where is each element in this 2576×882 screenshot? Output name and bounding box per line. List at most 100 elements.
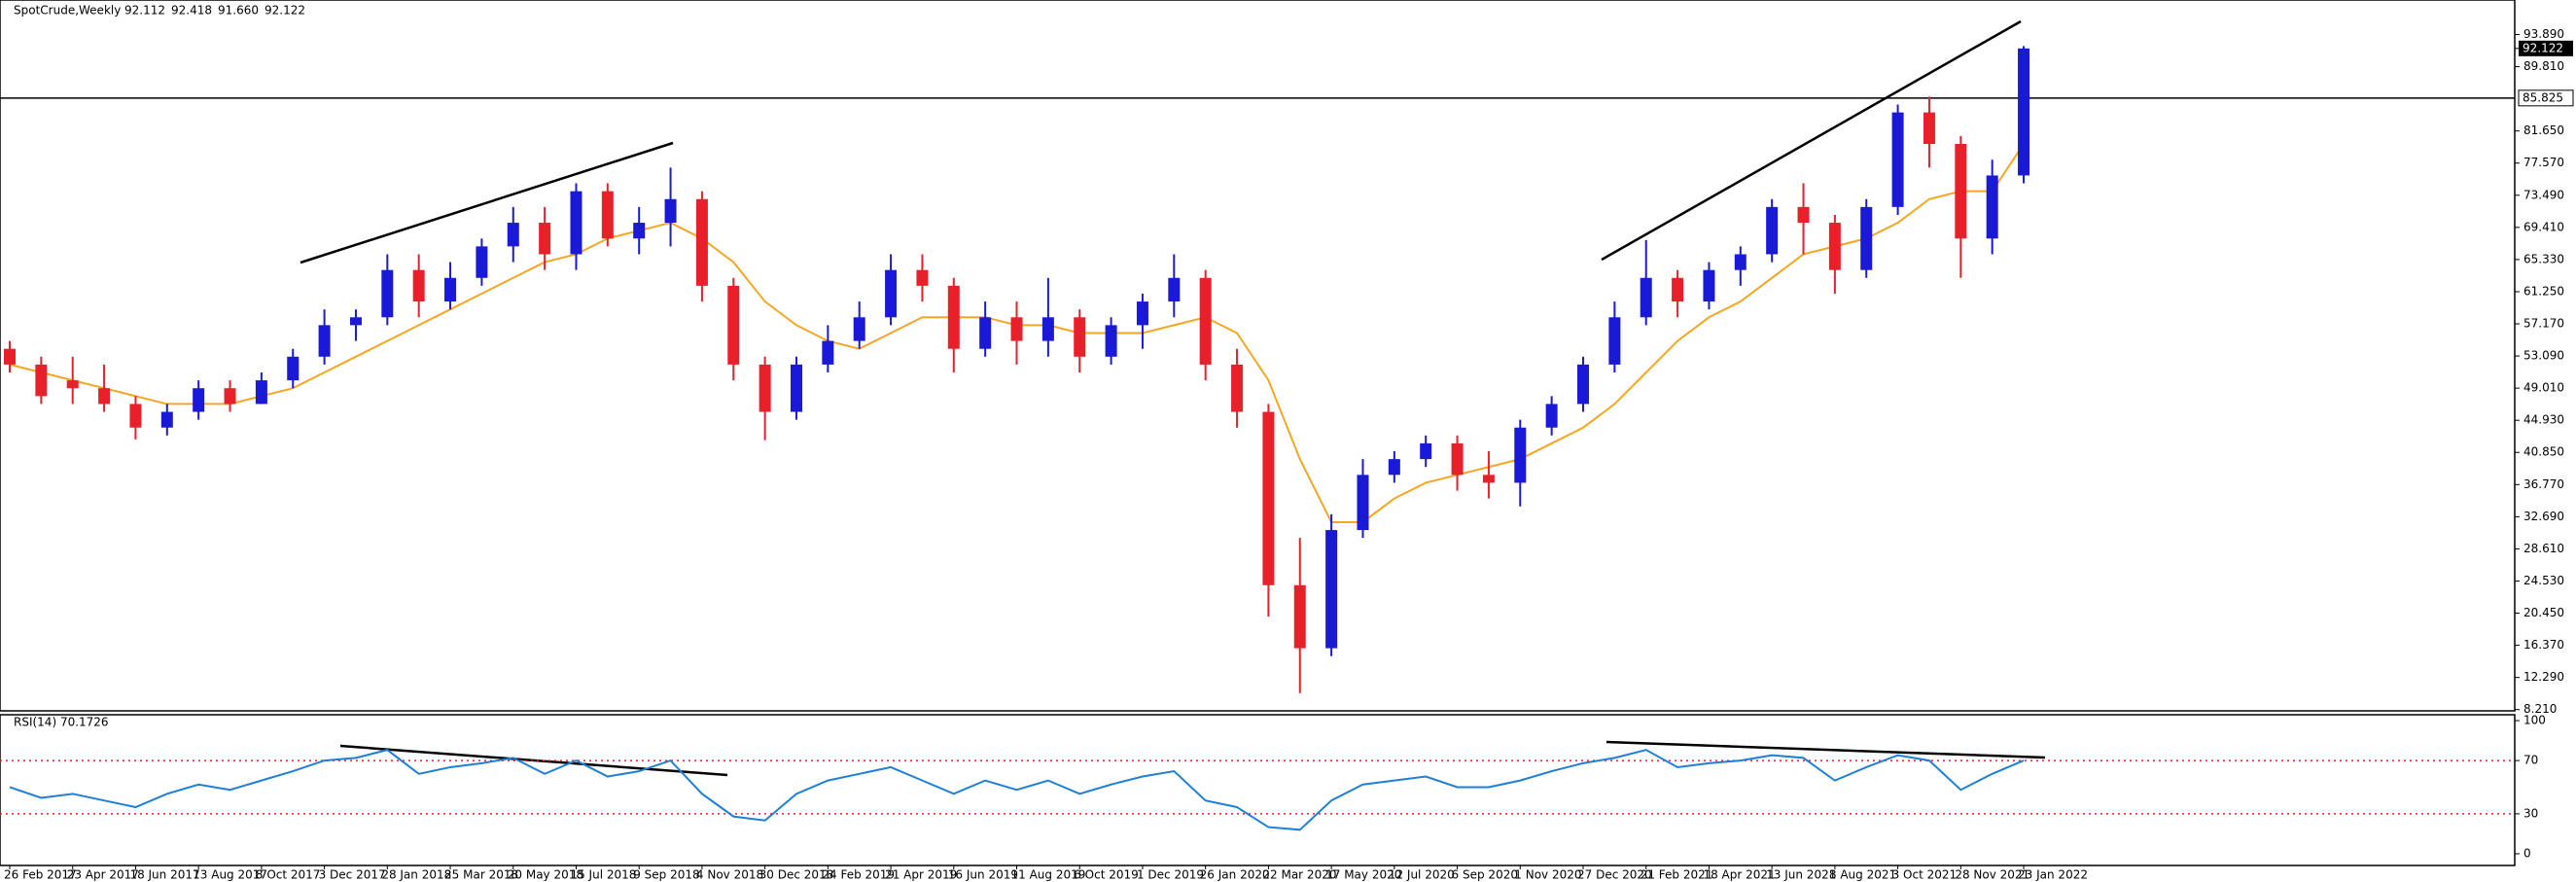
rsi-title: RSI(14) 70.1726	[14, 716, 109, 729]
candle-body	[727, 285, 740, 365]
candle-body	[1325, 530, 1338, 649]
candle-body	[224, 388, 236, 405]
x-tick-label: 25 Mar 2018	[444, 868, 518, 882]
hline-label-box	[2518, 89, 2574, 107]
title-value: 92.418	[171, 4, 212, 18]
candle-body	[412, 269, 425, 302]
candle-body	[1010, 317, 1023, 341]
y-tick-label: 93.890	[2523, 27, 2564, 41]
x-tick-label: 28 Jan 2018	[381, 868, 451, 882]
y-tick-label: 57.170	[2523, 317, 2564, 331]
title-value: 92.122	[265, 4, 305, 18]
candle-body	[947, 285, 960, 349]
candle-body	[1703, 269, 1715, 302]
y-tick-label: 53.090	[2523, 349, 2564, 363]
candle-body	[1420, 442, 1432, 460]
x-tick-label: 18 Jun 2017	[129, 868, 199, 882]
x-tick-label: 6 Sep 2020	[1452, 868, 1518, 882]
x-tick-label: 20 May 2018	[508, 868, 583, 882]
x-tick-label: 15 Jul 2018	[570, 868, 636, 882]
candle-body	[853, 317, 865, 341]
y-tick-label: 20.450	[2523, 606, 2564, 619]
x-tick-label: 1 Nov 2020	[1514, 868, 1581, 882]
y-tick-label: 28.610	[2523, 542, 2564, 555]
candle-body	[4, 348, 16, 365]
candle-body	[129, 404, 142, 428]
candle-body	[1828, 223, 1841, 270]
candle-body	[507, 223, 519, 247]
candle-body	[664, 198, 677, 224]
candle-body	[570, 191, 582, 255]
x-tick-label: 23 Jan 2022	[2018, 868, 2088, 882]
candle-body	[1357, 475, 1369, 531]
x-tick-label: 26 Feb 2017	[4, 868, 77, 882]
candle-body	[1608, 317, 1621, 365]
candle-body	[1199, 277, 1212, 365]
y-tick-label: 12.290	[2523, 670, 2564, 684]
x-tick-label: 22 Mar 2020	[1262, 868, 1336, 882]
y-tick-label: 32.690	[2523, 510, 2564, 523]
y-tick-label: 73.490	[2523, 188, 2564, 201]
x-tick-label: 27 Dec 2020	[1577, 868, 1652, 882]
trendline	[1601, 19, 2022, 262]
main-frame	[0, 0, 2516, 712]
y-tick-label: 65.330	[2523, 252, 2564, 265]
candle-body	[1545, 404, 1558, 428]
candle-body	[381, 269, 394, 318]
x-tick-label: 8 Aug 2021	[1829, 868, 1896, 882]
candle-body	[1168, 277, 1181, 302]
y-tick-label: 40.850	[2523, 445, 2564, 459]
last-price-label: 92.122	[2523, 41, 2563, 54]
chart-title: SpotCrude,Weekly	[14, 4, 121, 18]
y-tick-label: 81.650	[2523, 123, 2564, 137]
trendline	[300, 141, 674, 265]
candle-body	[539, 223, 551, 255]
candle-body	[1891, 112, 1904, 207]
candle-body	[255, 380, 267, 405]
trendline	[339, 744, 728, 777]
rsi-y-tick-label: 70	[2523, 754, 2538, 767]
x-tick-label: 13 Jun 2021	[1766, 868, 1836, 882]
candle-body	[1860, 206, 1873, 270]
candle-body	[1640, 277, 1652, 318]
candle-body	[695, 198, 708, 286]
trendline	[1606, 740, 2046, 759]
candle-body	[791, 364, 802, 412]
candle-body	[1482, 475, 1495, 483]
candle-body	[759, 364, 771, 412]
x-tick-label: 18 Apr 2021	[1703, 868, 1775, 882]
candle-body	[601, 191, 614, 239]
x-tick-label: 11 Aug 2019	[1011, 868, 1086, 882]
y-tick-label: 44.930	[2523, 413, 2564, 427]
y-tick-label: 89.810	[2523, 59, 2564, 73]
candle-body	[1577, 364, 1589, 405]
y-tick-label: 69.410	[2523, 220, 2564, 233]
y-tick-label: 16.370	[2523, 638, 2564, 652]
hline-label: 85.825	[2523, 90, 2563, 104]
candle-body	[318, 325, 331, 357]
x-tick-label: 21 Feb 2021	[1641, 868, 1713, 882]
y-tick-label: 8.210	[2523, 702, 2557, 716]
rsi-line	[9, 749, 2025, 831]
x-tick-label: 24 Feb 2019	[822, 868, 895, 882]
candle-body	[476, 246, 488, 278]
candle-body	[349, 317, 362, 326]
candle-body	[287, 356, 300, 381]
x-tick-label: 6 Oct 2019	[1074, 868, 1139, 882]
candle-body	[1293, 584, 1306, 649]
candle-body	[66, 380, 79, 389]
rsi-frame	[0, 714, 2516, 866]
candle-body	[1074, 317, 1086, 357]
x-tick-label: 16 Jun 2019	[948, 868, 1018, 882]
candle-body	[1136, 301, 1148, 326]
x-tick-label: 26 Jan 2020	[1200, 868, 1270, 882]
x-tick-label: 1 Dec 2019	[1137, 868, 1204, 882]
x-tick-label: 3 Oct 2021	[1892, 868, 1958, 882]
x-tick-label: 12 Jul 2020	[1389, 868, 1455, 882]
last-price-box	[2519, 40, 2573, 56]
x-tick-label: 23 Apr 2017	[67, 868, 139, 882]
candle-body	[35, 364, 48, 397]
candle-body	[160, 411, 173, 428]
